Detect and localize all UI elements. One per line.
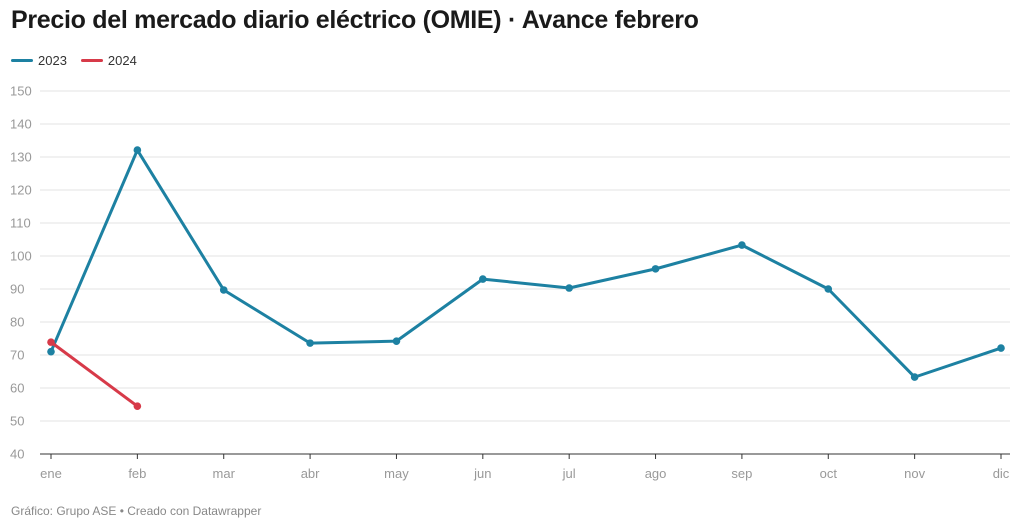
series-line-2024	[50, 340, 139, 408]
y-tick-label: 120	[10, 183, 32, 198]
x-tick-label: ago	[645, 466, 667, 481]
data-point-2023-abr	[306, 339, 314, 347]
x-tick-label: mar	[213, 466, 236, 481]
legend-swatch-2024	[80, 59, 103, 62]
x-tick-label: ene	[40, 466, 62, 481]
data-point-2023-nov	[910, 373, 919, 381]
y-tick-label: 150	[10, 84, 32, 99]
x-tick-label: nov	[904, 466, 925, 481]
x-tick-label: dic	[993, 466, 1010, 481]
data-point-2023-dic	[997, 344, 1005, 352]
data-point-2023-feb	[133, 146, 142, 154]
y-tick-label: 100	[10, 249, 32, 264]
y-tick-label: 110	[10, 216, 31, 231]
y-tick-label: 130	[10, 150, 32, 165]
y-tick-label: 140	[10, 117, 32, 132]
chart-title: Precio del mercado diario eléctrico (OMI…	[11, 6, 699, 34]
data-point-2023-may	[392, 337, 401, 345]
x-tick-label: oct	[820, 466, 838, 481]
y-tick-label: 80	[10, 315, 24, 330]
data-point-2024-feb	[133, 402, 142, 410]
legend-item-2023: 2023	[11, 53, 67, 68]
y-tick-label: 50	[10, 414, 24, 429]
y-tick-label: 60	[10, 381, 24, 396]
data-point-2024-ene	[47, 338, 55, 346]
series-line-2023	[49, 148, 1002, 379]
x-tick-label: sep	[731, 466, 752, 481]
y-tick-label: 90	[10, 282, 24, 297]
data-point-2023-oct	[824, 285, 833, 293]
x-tick-label: abr	[301, 466, 320, 481]
x-tick-label: jun	[473, 466, 491, 481]
y-tick-label: 70	[10, 348, 24, 363]
data-point-2023-mar	[219, 286, 228, 294]
data-point-2023-ago	[651, 265, 660, 273]
legend: 2023 2024	[11, 53, 137, 68]
x-tick-label: may	[384, 466, 409, 481]
legend-item-2024: 2024	[80, 53, 137, 68]
data-point-2023-jun	[479, 275, 487, 283]
data-point-2023-sep	[738, 241, 746, 249]
data-point-2023-ene	[47, 347, 55, 356]
y-tick-label: 40	[10, 447, 24, 462]
legend-label-2023: 2023	[38, 53, 67, 68]
data-point-2023-jul	[565, 284, 573, 292]
legend-swatch-2023	[11, 59, 33, 62]
footer-credit: Gráfico: Grupo ASE • Creado con Datawrap…	[11, 504, 262, 518]
x-tick-label: jul	[562, 466, 576, 481]
x-tick-label: feb	[128, 466, 146, 481]
legend-label-2024: 2024	[107, 53, 137, 68]
